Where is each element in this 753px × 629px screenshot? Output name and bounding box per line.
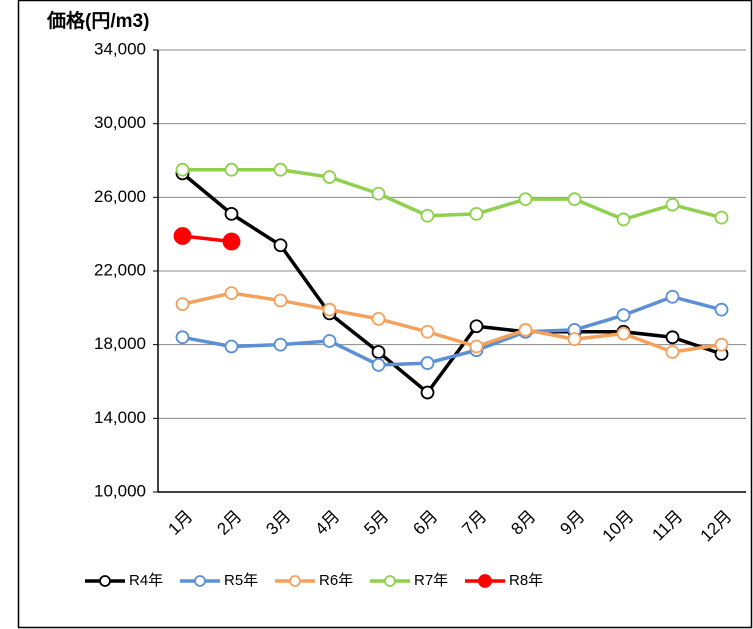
y-tick-label: 30,000 [94, 113, 146, 132]
data-point [173, 227, 192, 245]
data-point [273, 337, 288, 352]
data-point [224, 162, 239, 177]
y-tick-label: 18,000 [94, 334, 146, 353]
data-point [175, 297, 190, 312]
data-point [273, 162, 288, 177]
data-point [371, 358, 386, 372]
data-point [175, 162, 190, 177]
data-point [224, 339, 239, 354]
legend-label: R7年 [414, 572, 448, 589]
data-point [371, 311, 386, 326]
data-point [714, 337, 729, 352]
data-point [469, 207, 484, 221]
frame [17, 0, 753, 629]
data-point [518, 192, 533, 207]
legend-marker [384, 575, 396, 587]
data-point [420, 385, 435, 400]
data-point [420, 356, 435, 370]
data-point [665, 197, 680, 212]
data-point [224, 286, 239, 301]
legend-marker [478, 574, 492, 588]
series-line [181, 172, 723, 395]
legend-label: R8年 [509, 572, 543, 589]
data-point [616, 308, 631, 323]
y-tick-label: 10,000 [94, 481, 146, 500]
data-point [420, 324, 435, 339]
chart-title: 価格(円/m3) [46, 9, 149, 32]
data-point [714, 210, 729, 225]
data-point [175, 330, 190, 345]
data-point [420, 208, 435, 223]
data-point [518, 323, 533, 337]
legend-label: R4年 [129, 572, 163, 589]
data-point [567, 332, 582, 347]
data-point [665, 345, 680, 359]
y-tick-label: 22,000 [94, 260, 146, 279]
y-tick-label: 14,000 [94, 408, 146, 427]
data-point [371, 186, 386, 201]
data-point [665, 289, 680, 304]
data-point [224, 207, 239, 221]
series-line [182, 291, 722, 354]
data-point [567, 192, 582, 207]
data-point [222, 232, 241, 251]
data-point [616, 326, 631, 341]
data-point [322, 334, 337, 348]
data-point [273, 238, 288, 253]
legend-marker [99, 575, 111, 587]
data-point [469, 339, 484, 354]
data-point [322, 302, 337, 317]
data-point [371, 345, 386, 359]
data-point [322, 170, 337, 184]
y-tick-label: 34,000 [94, 39, 146, 58]
legend-marker [289, 575, 301, 587]
legend-marker [194, 575, 206, 587]
data-point [469, 319, 484, 334]
series-line [182, 295, 722, 367]
data-point [665, 330, 680, 345]
y-tick-label: 26,000 [94, 187, 146, 206]
data-point [273, 293, 288, 308]
data-point [616, 212, 631, 227]
legend-label: R6年 [319, 572, 353, 589]
data-point [714, 302, 729, 317]
legend-label: R5年 [224, 572, 258, 589]
series-line [182, 167, 722, 222]
